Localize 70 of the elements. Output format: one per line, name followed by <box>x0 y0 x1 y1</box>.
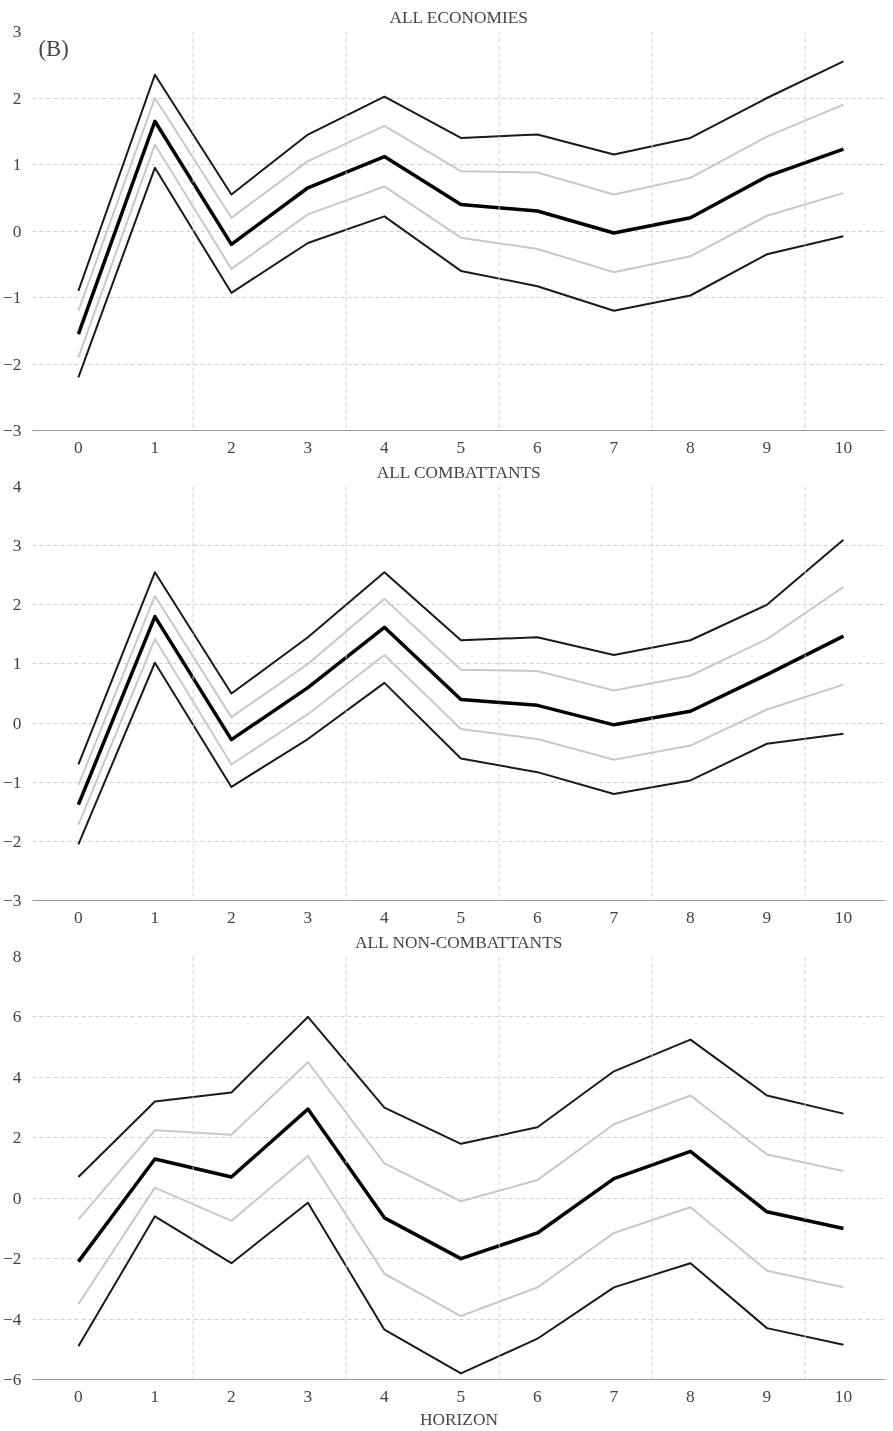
y-tick-label: 0 <box>12 1188 22 1208</box>
x-tick-label: 5 <box>456 437 466 457</box>
x-tick-label: 2 <box>227 907 236 927</box>
y-tick-label: −3 <box>3 421 22 440</box>
y-tick-label: 6 <box>12 1007 22 1027</box>
x-tick-label: 5 <box>456 907 466 927</box>
line-series <box>77 60 845 292</box>
x-tick-label: 1 <box>150 437 160 457</box>
x-tick-label: 9 <box>762 1386 772 1406</box>
line-series <box>77 1201 845 1375</box>
x-tick-label: 1 <box>150 907 160 927</box>
y-tick-label: −4 <box>3 1309 22 1329</box>
y-tick-label: 8 <box>12 947 22 966</box>
y-tick-label: −1 <box>3 772 22 792</box>
annotation: (B) <box>38 35 69 61</box>
x-tick-label: 10 <box>834 1386 853 1406</box>
x-tick-label: 4 <box>380 1386 390 1406</box>
x-tick-label: 8 <box>686 437 695 457</box>
line-series <box>77 1015 845 1179</box>
y-tick-label: 3 <box>12 536 22 556</box>
x-tick-label: 2 <box>227 437 236 457</box>
x-tick-label: 7 <box>609 1386 619 1406</box>
y-tick-label: −2 <box>3 1249 22 1269</box>
x-tick-label: 6 <box>533 1386 543 1406</box>
chart-title: ALL ECONOMIES <box>389 7 528 27</box>
x-tick-label: 9 <box>762 437 772 457</box>
x-tick-label: 2 <box>227 1386 236 1406</box>
y-tick-label: 2 <box>12 88 22 108</box>
y-tick-label: 2 <box>12 1128 22 1148</box>
y-tick-label: −3 <box>3 891 22 910</box>
y-tick-label: 0 <box>12 713 22 733</box>
line-series <box>77 661 845 846</box>
y-tick-label: 0 <box>12 221 22 241</box>
x-tick-label: 0 <box>74 907 83 927</box>
x-tick-label: 9 <box>762 907 772 927</box>
x-tick-label: 7 <box>609 907 619 927</box>
x-tick-label: 6 <box>533 437 543 457</box>
line-series <box>76 119 846 336</box>
y-tick-label: −2 <box>3 831 22 851</box>
y-tick-label: −2 <box>3 354 22 374</box>
y-tick-label: 2 <box>12 595 22 615</box>
x-tick-label: 3 <box>303 1386 313 1406</box>
line-series <box>77 166 845 379</box>
line-series <box>77 538 845 766</box>
y-tick-label: 4 <box>12 1067 22 1087</box>
x-tick-label: 4 <box>380 907 390 927</box>
x-tick-label: 5 <box>456 1386 466 1406</box>
y-tick-label: 1 <box>12 155 22 174</box>
y-tick-label: 3 <box>12 22 22 41</box>
line-series <box>76 614 846 807</box>
y-tick-label: 1 <box>12 654 22 674</box>
x-tick-label: 3 <box>303 907 313 927</box>
y-tick-label: −6 <box>3 1370 22 1389</box>
x-axis-title: HORIZON <box>420 1409 499 1429</box>
chart-title: ALL COMBATTANTS <box>376 462 541 482</box>
x-tick-label: 4 <box>380 437 390 457</box>
x-tick-label: 10 <box>834 907 853 927</box>
x-tick-label: 1 <box>150 1386 160 1406</box>
chart-title: ALL NON-COMBATTANTS <box>355 932 563 952</box>
x-tick-label: 0 <box>74 437 83 457</box>
x-tick-label: 7 <box>609 437 619 457</box>
x-tick-label: 8 <box>686 1386 695 1406</box>
y-tick-label: 4 <box>12 477 22 496</box>
line-series <box>76 1107 846 1264</box>
x-tick-label: 6 <box>533 907 543 927</box>
x-tick-label: 3 <box>303 437 313 457</box>
y-tick-label: −1 <box>3 288 22 307</box>
x-tick-label: 0 <box>74 1386 83 1406</box>
x-tick-label: 8 <box>686 907 695 927</box>
x-tick-label: 10 <box>834 437 853 457</box>
